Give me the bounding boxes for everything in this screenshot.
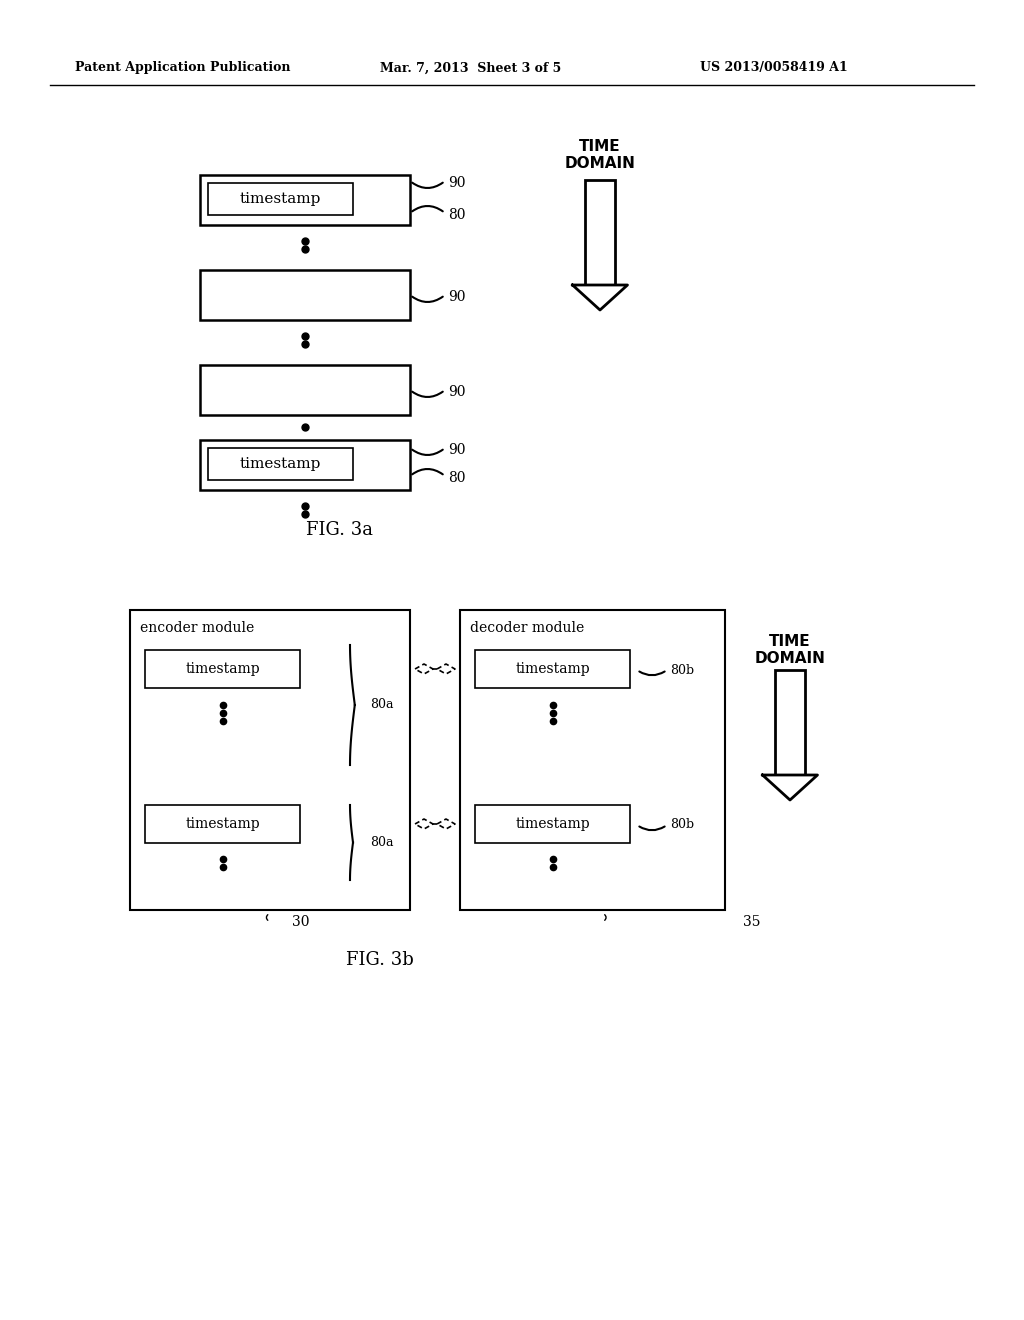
Text: 90: 90 [449, 385, 466, 399]
Text: timestamp: timestamp [240, 191, 322, 206]
Text: 35: 35 [743, 915, 761, 929]
Text: FIG. 3a: FIG. 3a [306, 521, 374, 539]
Bar [208, 447, 353, 480]
Text: Mar. 7, 2013  Sheet 3 of 5: Mar. 7, 2013 Sheet 3 of 5 [380, 62, 561, 74]
Bar [130, 610, 410, 909]
Text: 80b: 80b [670, 664, 694, 676]
Text: timestamp: timestamp [240, 457, 322, 471]
Text: TIME
DOMAIN: TIME DOMAIN [564, 139, 636, 172]
Text: 80a: 80a [370, 836, 393, 849]
Text: 90: 90 [449, 176, 466, 190]
Bar [200, 366, 410, 414]
Text: 30: 30 [292, 915, 309, 929]
Text: 80a: 80a [370, 698, 393, 711]
Text: US 2013/0058419 A1: US 2013/0058419 A1 [700, 62, 848, 74]
Text: encoder module: encoder module [140, 620, 254, 635]
Bar [145, 649, 300, 688]
Bar [200, 440, 410, 490]
Text: FIG. 3b: FIG. 3b [346, 950, 414, 969]
Bar [145, 805, 300, 843]
Polygon shape [763, 775, 817, 800]
Bar [475, 805, 630, 843]
Text: 80: 80 [449, 209, 466, 222]
Bar [208, 183, 353, 215]
Text: timestamp: timestamp [515, 663, 590, 676]
Bar [200, 176, 410, 224]
Bar [460, 610, 725, 909]
Text: timestamp: timestamp [185, 663, 260, 676]
Bar [775, 671, 805, 775]
Text: timestamp: timestamp [185, 817, 260, 832]
Bar [200, 271, 410, 319]
Text: Patent Application Publication: Patent Application Publication [75, 62, 291, 74]
Text: TIME
DOMAIN: TIME DOMAIN [755, 634, 825, 667]
Text: 90: 90 [449, 444, 466, 457]
Text: 80b: 80b [670, 818, 694, 832]
Polygon shape [572, 285, 628, 310]
Text: 90: 90 [449, 290, 466, 304]
Text: decoder module: decoder module [470, 620, 585, 635]
Bar [585, 180, 615, 285]
Text: timestamp: timestamp [515, 817, 590, 832]
Text: 80: 80 [449, 471, 466, 484]
Bar [475, 649, 630, 688]
